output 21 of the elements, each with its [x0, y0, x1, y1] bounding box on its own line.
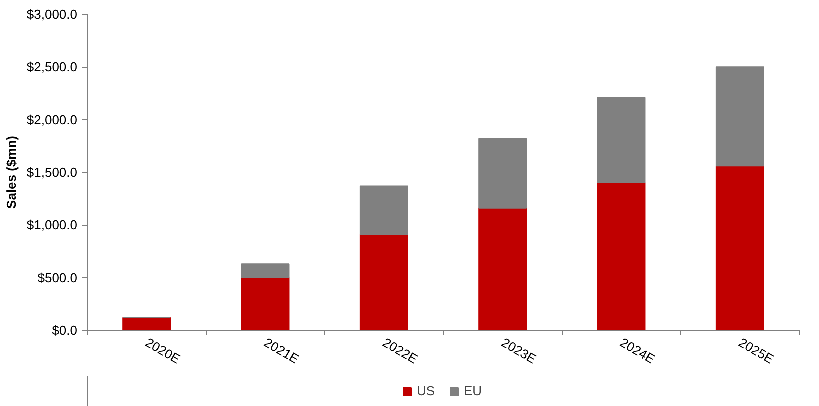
bar	[241, 264, 290, 278]
bar	[716, 66, 764, 167]
legend-label: EU	[464, 384, 484, 398]
bar	[716, 166, 764, 330]
bar	[360, 186, 408, 236]
y-tick-label: $3,000.0	[26, 7, 78, 22]
y-tick-label: $1,000.0	[26, 218, 78, 233]
y-tick-label: $2,000.0	[26, 112, 78, 128]
legend-label: US	[417, 384, 436, 398]
bar	[597, 182, 646, 330]
y-tick-label: $2,500.0	[26, 60, 78, 75]
y-tick-label: $500.0	[38, 270, 78, 286]
bar	[478, 138, 528, 209]
bar	[122, 317, 172, 330]
bar	[597, 97, 646, 184]
y-tick-label: $0.0	[52, 323, 78, 338]
bar	[241, 277, 290, 330]
y-tick-label: $1,500.0	[26, 165, 78, 180]
y-axis-title: Sales ($mn)	[4, 136, 19, 209]
bar	[360, 234, 408, 330]
bar	[478, 208, 528, 330]
